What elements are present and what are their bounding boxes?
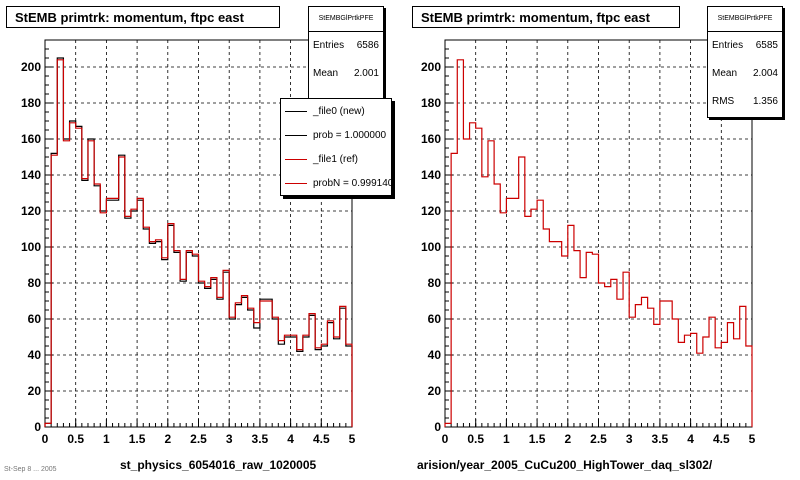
x-tick-label: 2.5: [190, 432, 207, 446]
y-tick-label: 40: [28, 348, 42, 362]
y-tick-label: 100: [421, 240, 441, 254]
stats-value: 2.001: [353, 68, 379, 79]
footnote: St-Sep 8 ... 2005: [4, 466, 57, 473]
y-tick-label: 160: [21, 132, 41, 146]
stats-box: StEMBGlPrtkPFE Entries 6585 Mean 2.004 R…: [707, 6, 783, 118]
y-tick-label: 120: [21, 204, 41, 218]
x-tick-label: 1.5: [529, 432, 546, 446]
x-tick-label: 4.5: [313, 432, 330, 446]
stats-row-mean: Mean 2.001: [309, 60, 383, 88]
x-tick-label: 1: [103, 432, 110, 446]
y-tick-label: 200: [421, 60, 441, 74]
x-tick-label: 2.5: [590, 432, 607, 446]
y-tick-label: 140: [421, 168, 441, 182]
x-tick-label: 4.5: [713, 432, 730, 446]
y-tick-label: 100: [21, 240, 41, 254]
x-tick-label: 3.5: [252, 432, 269, 446]
stats-label: RMS: [712, 96, 735, 107]
x-tick-label: 5: [349, 432, 356, 446]
legend-label: _file1 (ref): [313, 153, 359, 165]
stats-value: 6586: [356, 40, 379, 51]
x-tick-label: 0: [42, 432, 49, 446]
y-tick-label: 60: [428, 312, 442, 326]
stats-value: 6585: [755, 40, 778, 51]
y-tick-label: 80: [28, 276, 42, 290]
histogram-series: [444, 59, 753, 427]
y-tick-label: 160: [421, 132, 441, 146]
x-tick-label: 2: [564, 432, 571, 446]
y-tick-label: 180: [421, 96, 441, 110]
legend-entry-file1: _file1 (ref): [281, 147, 391, 171]
x-tick-label: 3: [226, 432, 233, 446]
stats-value: 2.004: [752, 68, 778, 79]
histogram-series: [44, 59, 353, 427]
y-tick-label: 120: [421, 204, 441, 218]
stats-label: Mean: [712, 68, 738, 79]
legend-swatch: [285, 182, 307, 184]
histogram-panel-left: 0 0.5 1 1.5 2 2.5 3 3.5 4 4.5 5 0 20 40 60 80 100 120 140 1…: [6, 6, 392, 472]
y-tick-label: 40: [428, 348, 442, 362]
x-tick-label: 1: [503, 432, 510, 446]
y-tick-label: 60: [28, 312, 42, 326]
stats-row-mean: Mean 2.004: [708, 60, 782, 88]
x-tick-label: 5: [749, 432, 756, 446]
plot-title: StEMB primtrk: momentum, ftpc east: [412, 6, 680, 28]
legend-entry-prob: prob = 1.000000: [281, 123, 391, 147]
stats-name: StEMBGlPrtkPFE: [309, 7, 383, 32]
legend-swatch: [285, 110, 307, 112]
stats-value: 1.356: [752, 96, 778, 107]
stats-row-entries: Entries 6585: [708, 32, 782, 60]
y-tick-label: 140: [21, 168, 41, 182]
y-tick-label: 0: [434, 420, 441, 434]
y-tick-label: 80: [428, 276, 442, 290]
stats-row-entries: Entries 6586: [309, 32, 383, 60]
x-tick-label: 4: [287, 432, 294, 446]
stats-name: StEMBGlPrtkPFE: [708, 7, 782, 32]
x-tick-label: 1.5: [129, 432, 146, 446]
x-tick-label: 0: [442, 432, 449, 446]
x-tick-label: 0.5: [67, 432, 84, 446]
y-tick-label: 0: [34, 420, 41, 434]
legend-entry-probn: probN = 0.999140: [281, 171, 391, 195]
x-axis-title: st_physics_6054016_raw_1020005: [120, 458, 317, 472]
plot-svg: 0 0.5 1 1.5 2 2.5 3 3.5 4 4.5 5 0 20 40 60 80 100 120 140 1…: [421, 39, 756, 446]
x-tick-label: 3.5: [652, 432, 669, 446]
y-tick-label: 180: [21, 96, 41, 110]
legend-label: prob = 1.000000: [313, 129, 387, 141]
legend-swatch: [285, 134, 307, 136]
plot-title: StEMB primtrk: momentum, ftpc east: [6, 6, 280, 28]
x-tick-label: 4: [687, 432, 694, 446]
legend-entry-file0: _file0 (new): [281, 99, 391, 123]
legend-swatch: [285, 158, 307, 160]
legend: _file0 (new) prob = 1.000000 _file1 (ref…: [280, 98, 392, 196]
stats-row-rms: RMS 1.356: [708, 88, 782, 116]
x-axis-title: arision/year_2005_CuCu200_HighTower_daq_…: [417, 458, 713, 472]
y-tick-label: 20: [28, 384, 42, 398]
x-tick-label: 0.5: [467, 432, 484, 446]
stats-label: Entries: [712, 40, 744, 51]
stats-label: Entries: [313, 40, 345, 51]
x-tick-label: 2: [164, 432, 171, 446]
legend-label: _file0 (new): [313, 105, 365, 117]
stats-label: Mean: [313, 68, 339, 79]
y-tick-label: 200: [21, 60, 41, 74]
histogram-panel-right: 0 0.5 1 1.5 2 2.5 3 3.5 4 4.5 5 0 20 40 60 80 100 120 140 1…: [400, 0, 800, 480]
legend-label: probN = 0.999140: [313, 177, 392, 189]
y-tick-label: 20: [428, 384, 442, 398]
x-tick-label: 3: [626, 432, 633, 446]
